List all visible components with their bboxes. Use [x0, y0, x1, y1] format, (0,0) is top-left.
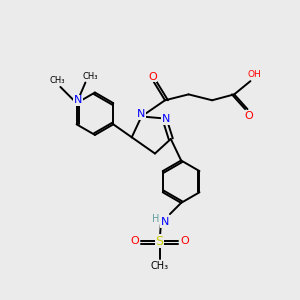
Text: N: N — [162, 114, 170, 124]
Text: N: N — [137, 110, 146, 119]
Text: O: O — [148, 72, 157, 82]
Text: O: O — [130, 236, 139, 246]
Text: CH₃: CH₃ — [49, 76, 64, 85]
Text: S: S — [156, 235, 164, 248]
Text: N: N — [74, 95, 82, 105]
Text: N: N — [160, 217, 169, 227]
Text: O: O — [180, 236, 189, 246]
Text: CH₃: CH₃ — [83, 71, 98, 80]
Text: H: H — [152, 214, 160, 224]
Text: O: O — [244, 111, 253, 121]
Text: CH₃: CH₃ — [151, 261, 169, 271]
Text: OH: OH — [248, 70, 261, 79]
